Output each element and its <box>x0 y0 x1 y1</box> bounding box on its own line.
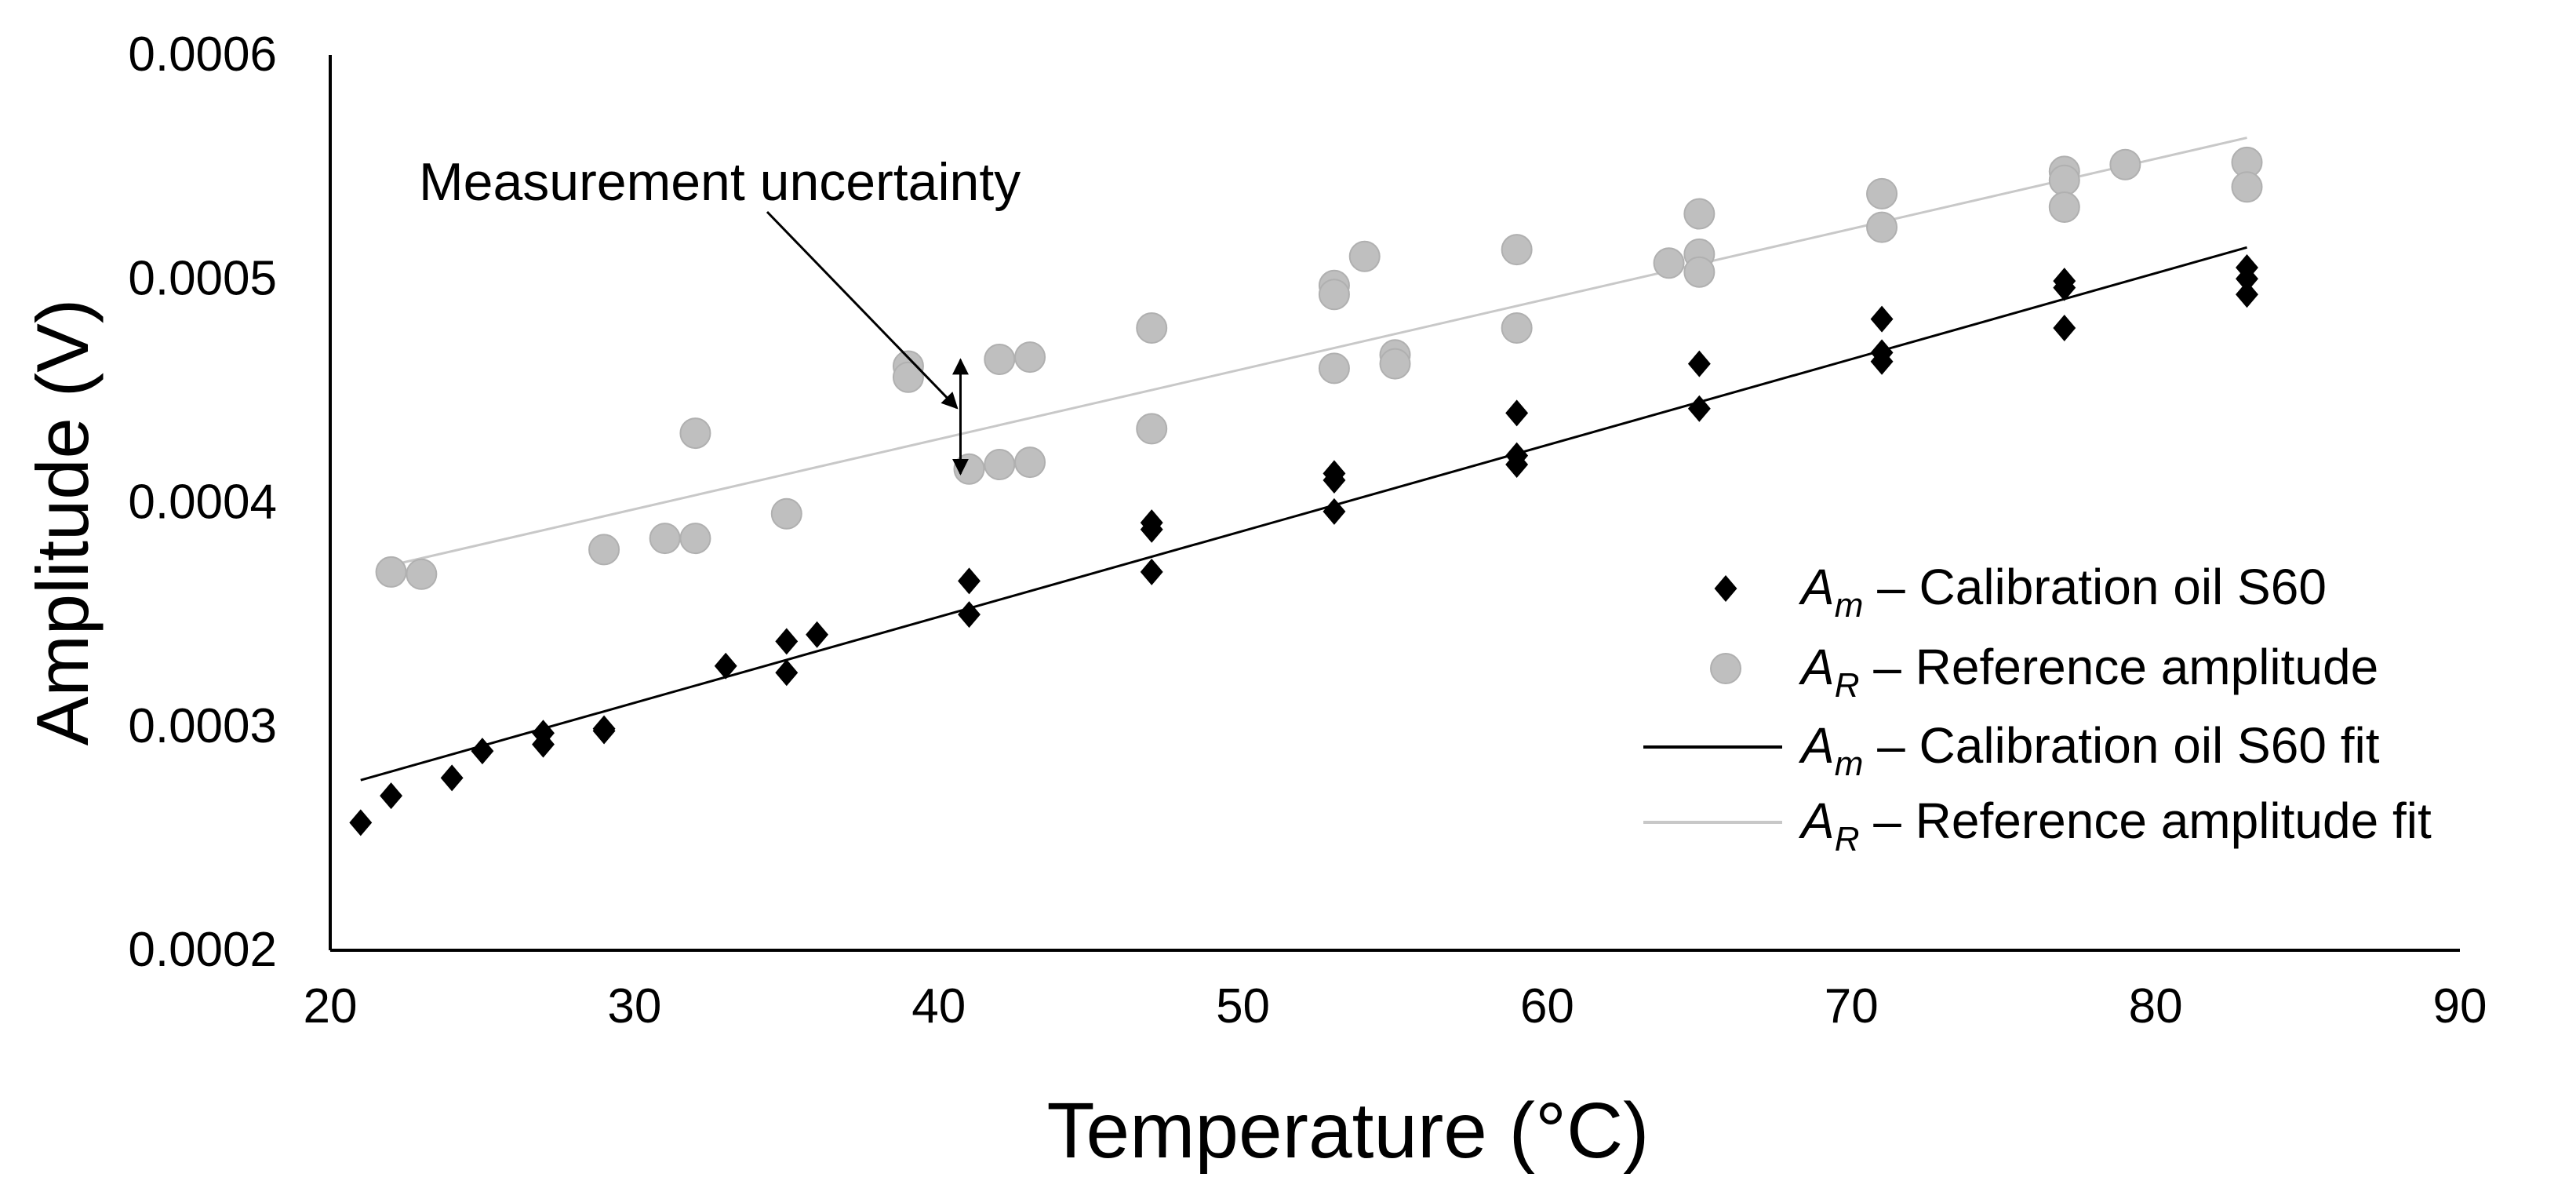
reference-amplitude-point <box>2048 191 2080 223</box>
fit-lines <box>360 137 2247 782</box>
reference-amplitude-point <box>770 497 802 530</box>
reference-amplitude-point <box>984 343 1016 375</box>
calibration-oil-point <box>775 628 799 655</box>
calibration-oil-point <box>349 809 373 836</box>
y-tick-label: 0.0006 <box>128 27 277 82</box>
calibration-oil-point <box>714 652 737 680</box>
x-tick-label: 90 <box>2433 979 2487 1033</box>
x-tick-label: 30 <box>607 979 661 1033</box>
reference-amplitude-point <box>1014 446 1046 479</box>
calibration-oil-point <box>380 782 403 810</box>
reference-amplitude-point <box>1318 279 1350 311</box>
annotation-measurement-uncertainty: Measurement uncertainty <box>419 152 1021 212</box>
calibration-oil-point <box>806 621 829 648</box>
reference-amplitude-point <box>984 449 1016 481</box>
y-axis-title: Amplitude (V) <box>21 299 104 745</box>
calibration-oil-point <box>592 717 616 745</box>
x-tick-label: 50 <box>1216 979 1270 1033</box>
calibration-oil-point <box>1687 350 1711 377</box>
y-tick-label: 0.0004 <box>128 476 277 530</box>
annotations: Measurement uncertainty <box>419 152 1021 476</box>
annotation-pointer-arrow <box>766 210 959 410</box>
reference-amplitude-point <box>2231 171 2263 203</box>
legend-reference-amplitude-label: AR – Reference amplitude <box>1798 639 2378 705</box>
x-tick-label: 60 <box>1520 979 1574 1033</box>
calibration-oil-point <box>775 659 799 687</box>
legend-reference-amplitude-marker <box>1710 653 1741 684</box>
reference-amplitude-point <box>1866 211 1898 243</box>
reference-amplitude-point <box>1683 256 1716 288</box>
reference-amplitude-point <box>1379 348 1411 380</box>
fit-line-reference-amplitude <box>391 137 2247 567</box>
legend-calibration-oil-label: Am – Calibration oil S60 <box>1798 559 2327 625</box>
reference-amplitude-point <box>375 556 407 588</box>
x-tick-label: 80 <box>2129 979 2183 1033</box>
calibration-oil-point <box>958 567 981 595</box>
reference-amplitude-point <box>2109 148 2141 180</box>
reference-amplitude-point <box>1348 240 1381 272</box>
calibration-oil-point <box>1140 516 1163 543</box>
calibration-oil-point <box>2053 274 2076 301</box>
reference-amplitude-point <box>1501 312 1533 344</box>
legend-reference-amplitude-fit-label: AR – Reference amplitude fit <box>1798 793 2432 858</box>
calibration-oil-point <box>440 764 464 792</box>
reference-amplitude-point <box>1014 341 1046 374</box>
calibration-oil-point <box>471 738 494 765</box>
x-tick-label: 20 <box>304 979 358 1033</box>
reference-amplitude-point <box>2048 164 2080 196</box>
reference-amplitude-point <box>1866 177 1898 210</box>
reference-amplitude-point <box>953 453 985 485</box>
reference-amplitude-point <box>1653 247 1685 279</box>
reference-amplitude-point <box>679 523 711 555</box>
reference-amplitude-point <box>892 361 924 393</box>
calibration-oil-point <box>1140 558 1163 585</box>
y-tick-label: 0.0002 <box>128 923 277 977</box>
calibration-oil-point <box>2236 281 2258 308</box>
x-tick-label: 70 <box>1825 979 1879 1033</box>
fit-line-calibration-oil <box>360 246 2247 782</box>
calibration-oil-point <box>2236 265 2258 293</box>
y-tick-label: 0.0003 <box>128 699 277 753</box>
calibration-oil-point <box>1870 305 1894 333</box>
reference-amplitude-point <box>1136 312 1168 344</box>
calibration-oil-point <box>1870 348 1894 375</box>
y-tick-label: 0.0005 <box>128 251 277 305</box>
calibration-oil-point <box>2053 315 2076 342</box>
legend-calibration-oil-marker <box>1714 575 1737 602</box>
calibration-oil-point <box>1687 395 1711 422</box>
reference-amplitude-point <box>679 417 711 450</box>
axes: 0.0002 0.0003 0.0004 0.0005 0.0006 20 30 40 50 60… <box>21 27 2487 1175</box>
calibration-oil-point <box>1505 399 1529 427</box>
calibration-oil-point <box>532 731 555 758</box>
reference-amplitude-point <box>1501 234 1533 266</box>
calibration-oil-point <box>958 601 981 629</box>
reference-amplitude-point <box>649 523 681 555</box>
calibration-oil-point <box>1323 497 1346 525</box>
data-points <box>349 146 2263 836</box>
reference-amplitude-point <box>1318 352 1350 384</box>
reference-amplitude-point <box>588 534 620 566</box>
reference-amplitude-point <box>1683 198 1716 230</box>
x-axis-title: Temperature (°C) <box>1047 1087 1650 1175</box>
x-tick-label: 40 <box>911 979 966 1033</box>
legend: Am – Calibration oil S60 AR – Reference a… <box>1643 559 2432 858</box>
reference-amplitude-point <box>1136 413 1168 445</box>
calibration-oil-point <box>1505 451 1529 479</box>
reference-amplitude-point <box>406 558 438 590</box>
calibration-oil-point <box>1323 466 1346 494</box>
legend-calibration-oil-fit-label: Am – Calibration oil S60 fit <box>1798 717 2380 783</box>
